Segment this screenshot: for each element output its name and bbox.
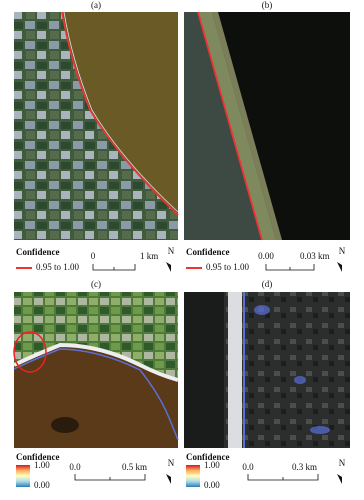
colorbar (186, 465, 200, 487)
colorbar-label: 1.00 (34, 460, 50, 470)
image-d (184, 292, 350, 448)
scale-label: 0 (91, 251, 96, 261)
colorbar-label: 1.00 (204, 460, 220, 470)
scale-label: 0.03 km (300, 251, 330, 261)
image-b (184, 11, 350, 241)
image-a (14, 11, 179, 240)
scale-label: 0.0 (242, 462, 254, 472)
scale-bar (74, 474, 146, 481)
north-label: N (168, 458, 175, 468)
legend-title: Confidence (16, 247, 60, 257)
legend-item: 0.95 to 1.00 (36, 262, 80, 272)
north-arrow (166, 474, 171, 484)
panel-label: (a) (91, 0, 101, 10)
scale-label: 0.3 km (292, 462, 317, 472)
colorbar (16, 465, 30, 487)
scale-label: 1 km (140, 251, 158, 261)
image-c (13, 292, 179, 448)
north-arrow (337, 474, 342, 484)
panel-label: (b) (262, 0, 273, 10)
north-arrow (337, 262, 342, 272)
scale-bar (265, 264, 315, 271)
north-label: N (339, 458, 346, 468)
scale-label: 0.0 (69, 462, 81, 472)
legend-title: Confidence (16, 452, 60, 462)
north-arrow (166, 262, 171, 272)
colorbar-label: 0.00 (204, 480, 220, 490)
legend-title: Confidence (186, 452, 230, 462)
panel-label: (c) (91, 279, 101, 289)
legend-item: 0.95 to 1.00 (206, 262, 250, 272)
north-label: N (339, 246, 346, 256)
scale-bar (247, 474, 319, 481)
colorbar-label: 0.00 (34, 480, 50, 490)
panel-label: (d) (262, 279, 273, 289)
scale-bar (92, 264, 136, 271)
scale-label: 0.5 km (122, 462, 147, 472)
scale-label: 0.00 (258, 251, 274, 261)
legend-title: Confidence (186, 247, 230, 257)
north-label: N (168, 246, 175, 256)
